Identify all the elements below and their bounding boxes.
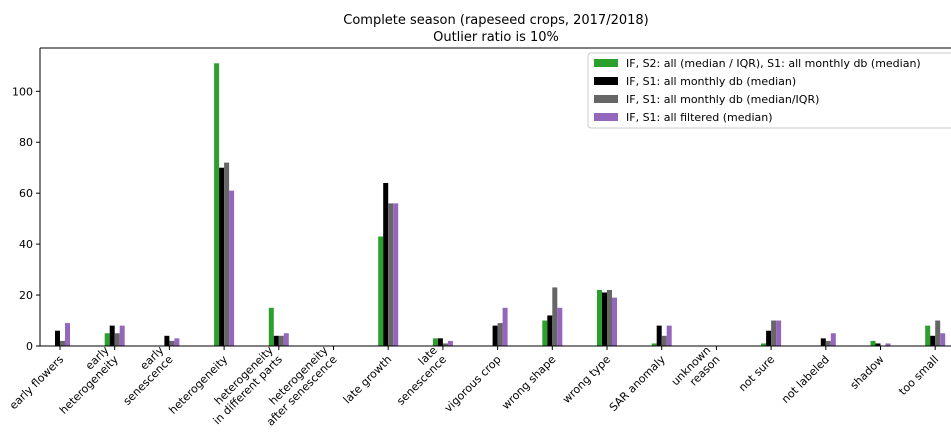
bar bbox=[393, 203, 399, 346]
bar bbox=[378, 236, 384, 346]
x-tick-label: not sure bbox=[736, 353, 777, 394]
x-tick-label: vigorous crop bbox=[442, 353, 504, 415]
chart-subtitle: Outlier ratio is 10% bbox=[433, 30, 559, 45]
bar bbox=[447, 340, 453, 346]
y-tick-label: 60 bbox=[19, 187, 33, 200]
bar bbox=[776, 320, 782, 346]
bar bbox=[214, 63, 220, 347]
bar bbox=[119, 325, 125, 346]
bar bbox=[174, 338, 180, 346]
bar bbox=[60, 340, 65, 346]
bar bbox=[602, 292, 607, 346]
x-tick-label: not labeled bbox=[779, 353, 832, 406]
bar bbox=[283, 333, 289, 346]
bar bbox=[651, 343, 657, 346]
bar bbox=[268, 307, 274, 346]
bar bbox=[432, 338, 438, 346]
bar bbox=[273, 335, 279, 346]
bar bbox=[497, 323, 503, 346]
bar bbox=[875, 343, 881, 346]
x-tick-label: earlysenescence bbox=[111, 343, 175, 407]
bar bbox=[825, 340, 831, 346]
bar bbox=[940, 333, 946, 346]
legend-swatch bbox=[594, 95, 618, 103]
bar bbox=[55, 330, 60, 346]
bar bbox=[666, 325, 672, 346]
y-tick-label: 40 bbox=[19, 238, 33, 251]
bar bbox=[104, 333, 110, 346]
legend-label: IF, S1: all monthly db (median) bbox=[626, 75, 796, 88]
bar bbox=[612, 297, 617, 346]
legend-swatch bbox=[594, 113, 618, 121]
x-tick-label: shadow bbox=[848, 353, 887, 392]
bar bbox=[114, 333, 120, 346]
bar bbox=[597, 289, 602, 346]
legend-label: IF, S2: all (median / IQR), S1: all mont… bbox=[626, 57, 921, 70]
bar bbox=[870, 340, 876, 346]
bar bbox=[437, 338, 443, 346]
bar bbox=[547, 315, 553, 346]
bar bbox=[830, 333, 836, 346]
bar bbox=[442, 343, 448, 346]
bar bbox=[383, 182, 389, 346]
bar bbox=[492, 325, 498, 346]
legend-label: IF, S1: all monthly db (median/IQR) bbox=[626, 93, 819, 106]
bar bbox=[224, 162, 230, 346]
bar bbox=[65, 323, 70, 346]
legend-label: IF, S1: all filtered (median) bbox=[626, 111, 773, 124]
bar bbox=[164, 335, 170, 346]
bar bbox=[930, 335, 936, 346]
x-tick-label: wrong type bbox=[560, 353, 613, 406]
bar bbox=[169, 340, 175, 346]
y-tick-label: 0 bbox=[26, 340, 33, 353]
legend-box bbox=[587, 52, 951, 129]
bar bbox=[885, 343, 891, 346]
bar bbox=[552, 287, 558, 346]
bar bbox=[771, 320, 777, 346]
bar bbox=[656, 325, 662, 346]
bar bbox=[557, 307, 563, 346]
x-tick-label: latesenescence bbox=[385, 344, 449, 408]
x-tick-label: earlyheterogeneity bbox=[48, 343, 121, 416]
legend-swatch bbox=[594, 77, 618, 85]
y-tick-label: 80 bbox=[19, 136, 33, 149]
bar bbox=[935, 320, 941, 346]
x-tick-label: early flowers bbox=[7, 353, 66, 412]
x-tick-label: SAR anomaly bbox=[607, 353, 668, 414]
x-tick-label: too small bbox=[896, 353, 941, 398]
chart-title: Complete season (rapeseed crops, 2017/20… bbox=[343, 13, 648, 28]
bar bbox=[502, 307, 508, 346]
bar bbox=[278, 335, 284, 346]
bar bbox=[229, 190, 235, 346]
bar bbox=[761, 343, 767, 346]
bar bbox=[925, 325, 931, 346]
bar bbox=[661, 335, 667, 346]
y-tick-label: 20 bbox=[19, 289, 33, 302]
x-tick-label: unknownreason bbox=[669, 344, 723, 398]
x-tick-label: late growth bbox=[341, 353, 395, 407]
bar bbox=[388, 203, 394, 346]
bar bbox=[766, 330, 772, 346]
x-tick-label: wrong shape bbox=[499, 353, 558, 412]
bar bbox=[219, 167, 225, 346]
bar bbox=[109, 325, 115, 346]
bar bbox=[542, 320, 548, 346]
legend-swatch bbox=[594, 59, 618, 67]
bar bbox=[607, 289, 612, 346]
bar bbox=[820, 338, 826, 346]
y-tick-label: 100 bbox=[12, 85, 33, 98]
